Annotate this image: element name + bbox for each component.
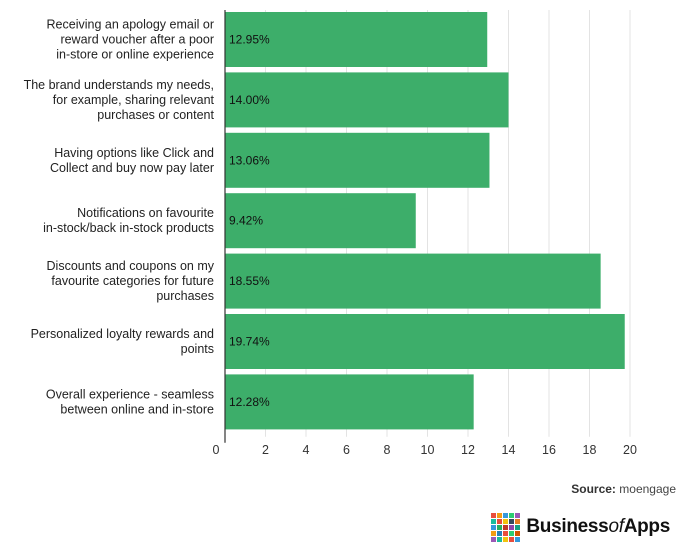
logo-mark-cell — [509, 524, 515, 530]
logo-mark-cell — [509, 536, 515, 542]
bar — [225, 12, 488, 67]
logo-mark-cell — [497, 518, 503, 524]
bar-value-label: 18.55% — [229, 274, 270, 288]
businessofapps-logo: BusinessofApps — [491, 512, 670, 542]
category-label: Notifications on favourite in-stock/back … — [43, 206, 214, 235]
x-tick-label: 6 — [343, 443, 350, 457]
logo-mark-cell — [503, 536, 509, 542]
logo-mark-cell — [503, 518, 509, 524]
source-prefix: Source: — [571, 482, 616, 496]
category-label: Overall experience - seamless between onl… — [46, 387, 214, 416]
x-tick-label: 0 — [213, 443, 220, 457]
bar — [225, 132, 490, 188]
logo-mark-cell — [491, 530, 497, 536]
x-tick-label: 14 — [502, 443, 516, 457]
logo-mark-cell — [503, 524, 509, 530]
x-tick-label: 4 — [303, 443, 310, 457]
logo-mark-cell — [515, 524, 521, 530]
logo-mark-cell — [491, 512, 497, 518]
bar-value-label: 19.74% — [229, 335, 270, 349]
category-label: The brand understands my needs, for examp… — [24, 78, 215, 122]
logo-mark-cell — [497, 524, 503, 530]
category-label: Personalized loyalty rewards and points — [31, 327, 214, 356]
bar — [225, 374, 474, 430]
bar-value-label: 14.00% — [229, 93, 270, 107]
x-tick-label: 10 — [421, 443, 435, 457]
logo-mark-icon — [491, 512, 521, 542]
category-label: Discounts and coupons on my favourite cat… — [47, 259, 215, 303]
logo-mark-cell — [503, 530, 509, 536]
x-tick-label: 20 — [623, 443, 637, 457]
logo-mark-cell — [509, 512, 515, 518]
bar-value-label: 9.42% — [229, 214, 263, 228]
logo-text: BusinessofApps — [526, 516, 670, 537]
x-tick-label: 18 — [583, 443, 597, 457]
bar — [225, 314, 625, 369]
logo-mark-cell — [509, 530, 515, 536]
bar — [225, 193, 416, 249]
logo-mark-cell — [491, 536, 497, 542]
x-tick-label: 12 — [461, 443, 475, 457]
x-tick-label: 2 — [262, 443, 269, 457]
x-tick-label: 8 — [384, 443, 391, 457]
bar-value-label: 12.28% — [229, 395, 270, 409]
bar-value-label: 13.06% — [229, 153, 270, 167]
logo-mark-cell — [509, 518, 515, 524]
logo-mark-cell — [515, 512, 521, 518]
bar — [225, 253, 601, 309]
category-label: Having options like Click and Collect and… — [50, 146, 214, 175]
bar-chart: 12.95% Receiving an apology email or rewar… — [24, 10, 637, 457]
logo-mark-cell — [497, 512, 503, 518]
logo-mark-cell — [497, 536, 503, 542]
bar — [225, 72, 509, 128]
logo-mark-cell — [515, 536, 521, 542]
logo-mark-cell — [491, 518, 497, 524]
source-name: moengage — [619, 482, 676, 496]
logo-mark-cell — [497, 530, 503, 536]
source-note: Source: moengage — [571, 482, 676, 496]
x-tick-label: 16 — [542, 443, 556, 457]
logo-mark-cell — [491, 524, 497, 530]
logo-mark-cell — [515, 518, 521, 524]
bar-value-label: 12.95% — [229, 33, 270, 47]
category-label: Receiving an apology email or reward vouc… — [47, 18, 215, 62]
logo-mark-cell — [503, 512, 509, 518]
logo-mark-cell — [515, 530, 521, 536]
